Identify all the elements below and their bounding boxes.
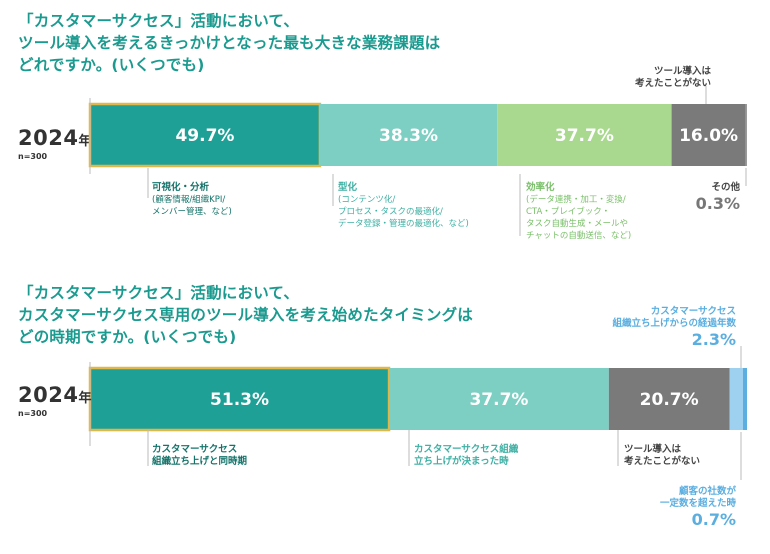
q2-year-suffix: 年 bbox=[78, 391, 92, 406]
q2-callout-top-label: カスタマーサクセス 組織立ち上げからの経過年数 bbox=[612, 306, 736, 329]
q2-callout-bottom-label: 顧客の社数が 一定数を超えた時 bbox=[659, 486, 736, 509]
q1-bar-label-1: 38.3% bbox=[379, 126, 438, 146]
q2-bar-0 bbox=[88, 366, 391, 432]
q1-separators bbox=[89, 86, 747, 236]
q1-label-other-title: その他 bbox=[711, 182, 740, 193]
q1-label-standardization: 型化 (コンテンツ化/ プロセス・タスクの最適化/ データ登録・管理の最適化、な… bbox=[338, 182, 469, 230]
q2-callout-bottom: 顧客の社数が 一定数を超えた時 0.7% bbox=[600, 486, 736, 529]
q1-label-other-value: 0.3% bbox=[695, 194, 740, 213]
q1-bar-3 bbox=[671, 104, 746, 166]
q2-callout-top-value: 2.3% bbox=[691, 330, 736, 349]
q2-callout-bottom-value: 0.7% bbox=[691, 510, 736, 529]
q1-bar-label-3: 16.0% bbox=[679, 126, 738, 146]
q1-bar-label-2: 37.7% bbox=[555, 126, 614, 146]
q1-label-efficiency: 効率化 (データ連携・加工・変換/ CTA・プレイブック・ タスク自動生成・メー… bbox=[526, 182, 631, 242]
q2-title: 「カスタマーサクセス」活動において、 カスタマーサクセス専用のツール導入を考え始… bbox=[18, 284, 473, 346]
q2-label-same-time-title: カスタマーサクセス 組織立ち上げと同時期 bbox=[152, 444, 248, 467]
q1-label-efficiency-title: 効率化 bbox=[526, 182, 555, 193]
q1-callout-top: ツール導入は 考えたことがない bbox=[634, 66, 711, 89]
q1-label-visualization-title: 可視化・分析 bbox=[152, 182, 210, 193]
q2-bar-label-1: 37.7% bbox=[469, 390, 528, 410]
q2-label-same-time: カスタマーサクセス 組織立ち上げと同時期 bbox=[152, 444, 247, 468]
q2-bar-chart: 51.3% 37.7% 20.7% bbox=[88, 366, 747, 432]
q1-title: 「カスタマーサクセス」活動において、 ツール導入を考えるきっかけとなった最も大き… bbox=[18, 12, 441, 74]
q1-year-block: 2024年 bbox=[18, 126, 92, 150]
q1-label-other: その他 0.3% bbox=[666, 182, 740, 213]
q1-label-visualization-sub: (顧客情報/組織KPI/ メンバー管理、など) bbox=[152, 195, 232, 217]
q2-bar-1 bbox=[389, 368, 609, 430]
q1-bar-label-0: 49.7% bbox=[175, 126, 234, 146]
q1-sample-size: n=300 bbox=[18, 152, 48, 161]
q1-label-efficiency-sub: (データ連携・加工・変換/ CTA・プレイブック・ タスク自動生成・メールや チ… bbox=[526, 195, 632, 241]
q1-bar-1 bbox=[319, 104, 498, 166]
q1-bar-2 bbox=[497, 104, 672, 166]
q2-bar-label-2: 20.7% bbox=[640, 390, 699, 410]
q2-bar-label-0: 51.3% bbox=[210, 390, 269, 410]
q1-bar-chart: 49.7% 38.3% 37.7% 16.0% bbox=[88, 102, 747, 168]
q2-label-never-title: ツール導入は 考えたことがない bbox=[624, 444, 701, 467]
q2-sample-size: n=300 bbox=[18, 409, 48, 418]
q2-label-never: ツール導入は 考えたことがない bbox=[624, 444, 700, 468]
q2-label-decided: カスタマーサクセス組織 立ち上げが決まった時 bbox=[414, 444, 518, 468]
q1-label-standardization-sub: (コンテンツ化/ プロセス・タスクの最適化/ データ登録・管理の最適化、など) bbox=[338, 195, 469, 229]
q2-label-decided-title: カスタマーサクセス組織 立ち上げが決まった時 bbox=[414, 444, 519, 467]
q1-label-visualization: 可視化・分析 (顧客情報/組織KPI/ メンバー管理、など) bbox=[152, 182, 232, 218]
q2-callout-top: カスタマーサクセス 組織立ち上げからの経過年数 2.3% bbox=[560, 306, 736, 349]
q1-year-suffix: 年 bbox=[78, 134, 92, 149]
q2-bar-2 bbox=[608, 368, 730, 430]
q2-bar-3 bbox=[729, 368, 743, 430]
q2-year-block: 2024年 bbox=[18, 383, 92, 407]
q2-separators bbox=[89, 346, 742, 480]
q1-bar-4 bbox=[745, 104, 747, 166]
q2-year: 2024 bbox=[18, 383, 79, 407]
q2-bar-4 bbox=[742, 368, 747, 430]
q1-label-standardization-title: 型化 bbox=[338, 182, 358, 193]
q1-year: 2024 bbox=[18, 126, 79, 150]
